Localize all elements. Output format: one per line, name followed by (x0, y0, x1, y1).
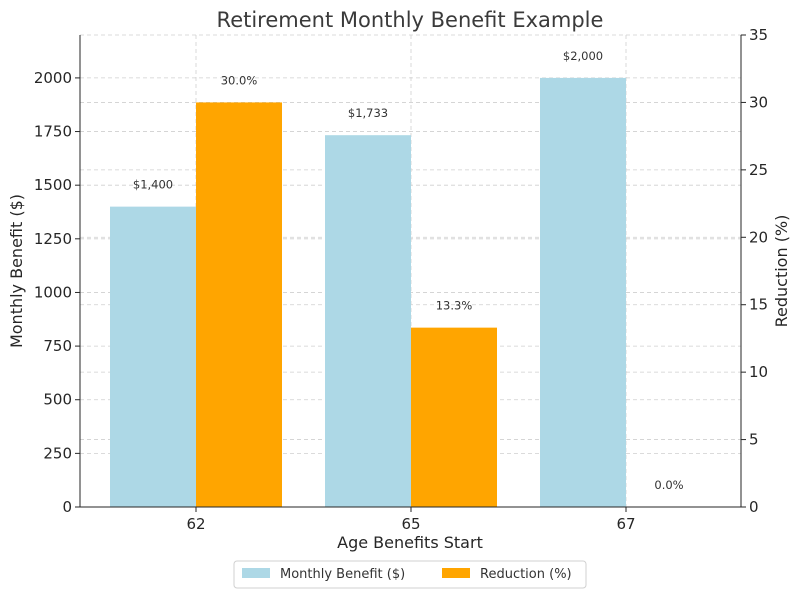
x-axis-title: Age Benefits Start (337, 533, 483, 552)
bar-data-labels: $1,400 $1,733 $2,000 30.0% 13.3% 0.0% (133, 49, 684, 492)
left-tick-label: 250 (43, 444, 72, 462)
data-label-monthly-benefit-67: $2,000 (563, 49, 603, 63)
bar-monthly-benefit-65 (325, 135, 411, 507)
right-tick-label: 0 (749, 498, 759, 516)
left-tick-label: 500 (43, 391, 72, 409)
x-tick-label: 65 (401, 515, 420, 533)
data-label-monthly-benefit-65: $1,733 (348, 106, 388, 120)
legend-label-monthly-benefit: Monthly Benefit ($) (280, 567, 405, 582)
right-tick-label: 30 (749, 93, 768, 111)
data-label-reduction-65: 13.3% (436, 299, 473, 313)
x-tick-label: 62 (186, 515, 205, 533)
right-tick-label: 5 (749, 431, 759, 449)
bar-reduction-65 (411, 327, 497, 507)
data-label-monthly-benefit-62: $1,400 (133, 178, 173, 192)
chart-title: Retirement Monthly Benefit Example (217, 8, 604, 32)
data-label-reduction-67: 0.0% (654, 478, 683, 492)
right-tick-label: 10 (749, 363, 768, 381)
right-tick-label: 20 (749, 228, 768, 246)
right-y-axis-title: Reduction (%) (772, 215, 791, 328)
left-y-axis-title: Monthly Benefit ($) (7, 194, 26, 348)
x-tick-label: 67 (616, 515, 635, 533)
left-tick-label: 0 (62, 498, 72, 516)
left-tick-label: 1750 (34, 123, 72, 141)
left-tick-label: 1250 (34, 230, 72, 248)
right-y-ticks: 0 5 10 15 20 25 30 35 (741, 26, 768, 516)
legend-label-reduction: Reduction (%) (480, 567, 572, 582)
right-tick-label: 35 (749, 26, 768, 44)
left-tick-label: 750 (43, 337, 72, 355)
right-tick-label: 15 (749, 296, 768, 314)
legend-swatch-monthly-benefit (242, 568, 270, 578)
right-tick-label: 25 (749, 161, 768, 179)
legend-frame (233, 560, 587, 589)
bar-monthly-benefit-62 (110, 206, 196, 508)
left-tick-label: 1000 (34, 283, 72, 301)
left-tick-label: 2000 (34, 69, 72, 87)
bars-group (110, 77, 626, 508)
left-y-ticks: 0 250 500 750 1000 1250 1500 1750 2000 (34, 69, 80, 516)
legend-swatch-reduction (442, 568, 470, 578)
data-label-reduction-62: 30.0% (221, 73, 258, 87)
left-tick-label: 1500 (34, 176, 72, 194)
x-ticks: 62 65 67 (186, 507, 636, 533)
legend: Monthly Benefit ($) Reduction (%) (233, 560, 587, 589)
bar-monthly-benefit-67 (540, 77, 626, 507)
bar-reduction-62 (196, 102, 282, 507)
